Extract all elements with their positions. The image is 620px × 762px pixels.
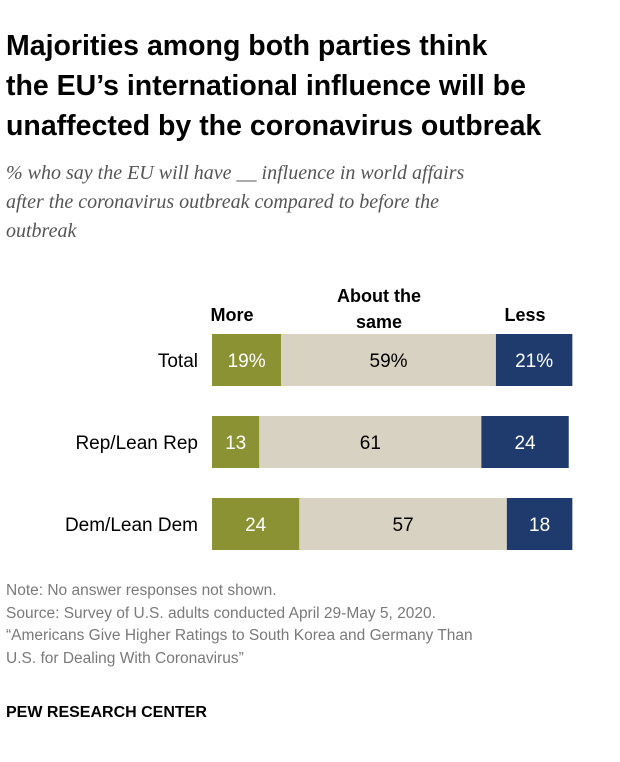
data-label: 19% — [228, 351, 266, 372]
legend-label: About the same — [337, 286, 421, 332]
legend-label: Less — [504, 305, 545, 325]
bar-segment — [299, 498, 507, 550]
bar-segment — [212, 334, 282, 386]
chart-title-line: Majorities among both parties think — [6, 30, 488, 62]
category-label: Dem/Lean Dem — [65, 515, 198, 536]
source-line: Source: Survey of U.S. adults conducted … — [6, 604, 436, 622]
chart-notes: Note: No answer responses not shown. Sou… — [6, 580, 614, 670]
chart-subtitle-line: % who say the EU will have __ influence … — [6, 162, 465, 184]
data-label: 24 — [245, 515, 267, 536]
data-label: 24 — [514, 433, 536, 454]
data-label: 59% — [370, 351, 408, 372]
category-label: Total — [158, 351, 198, 372]
chart-subtitle-line: after the coronavirus outbreak compared … — [6, 191, 440, 213]
brand-logo-text: PEW RESEARCH CENTER — [6, 704, 207, 721]
data-label: 18 — [529, 515, 550, 536]
chart-subtitle-line: outbreak — [6, 220, 77, 242]
bar-segment — [481, 416, 569, 468]
chart-subtitle: % who say the EU will have __ influence … — [6, 159, 614, 246]
bar-segment — [495, 334, 573, 386]
bar-segment — [212, 498, 300, 550]
chart-title: Majorities among both parties think the … — [6, 26, 614, 146]
bar-segment — [281, 334, 496, 386]
stacked-bar-chart: More About the same Less Total 19% 59% 21% Rep/L… — [65, 286, 573, 550]
bar-segment — [506, 498, 573, 550]
source-title-line: U.S. for Dealing With Coronavirus” — [6, 649, 244, 667]
category-label: Rep/Lean Rep — [75, 433, 198, 454]
source-title-line: “Americans Give Higher Ratings to South … — [6, 627, 473, 644]
data-label: 57 — [393, 515, 414, 536]
chart-title-line: unaffected by the coronavirus outbreak — [6, 110, 542, 142]
bar-segment — [259, 416, 482, 468]
data-label: 21% — [515, 351, 553, 372]
data-label: 13 — [225, 433, 246, 454]
note-line: Note: No answer responses not shown. — [6, 582, 277, 599]
chart-title-line: the EU’s international influence will be — [6, 70, 526, 102]
bar-segment — [212, 416, 260, 468]
data-label: 61 — [360, 433, 381, 454]
legend-label: More — [210, 305, 253, 325]
